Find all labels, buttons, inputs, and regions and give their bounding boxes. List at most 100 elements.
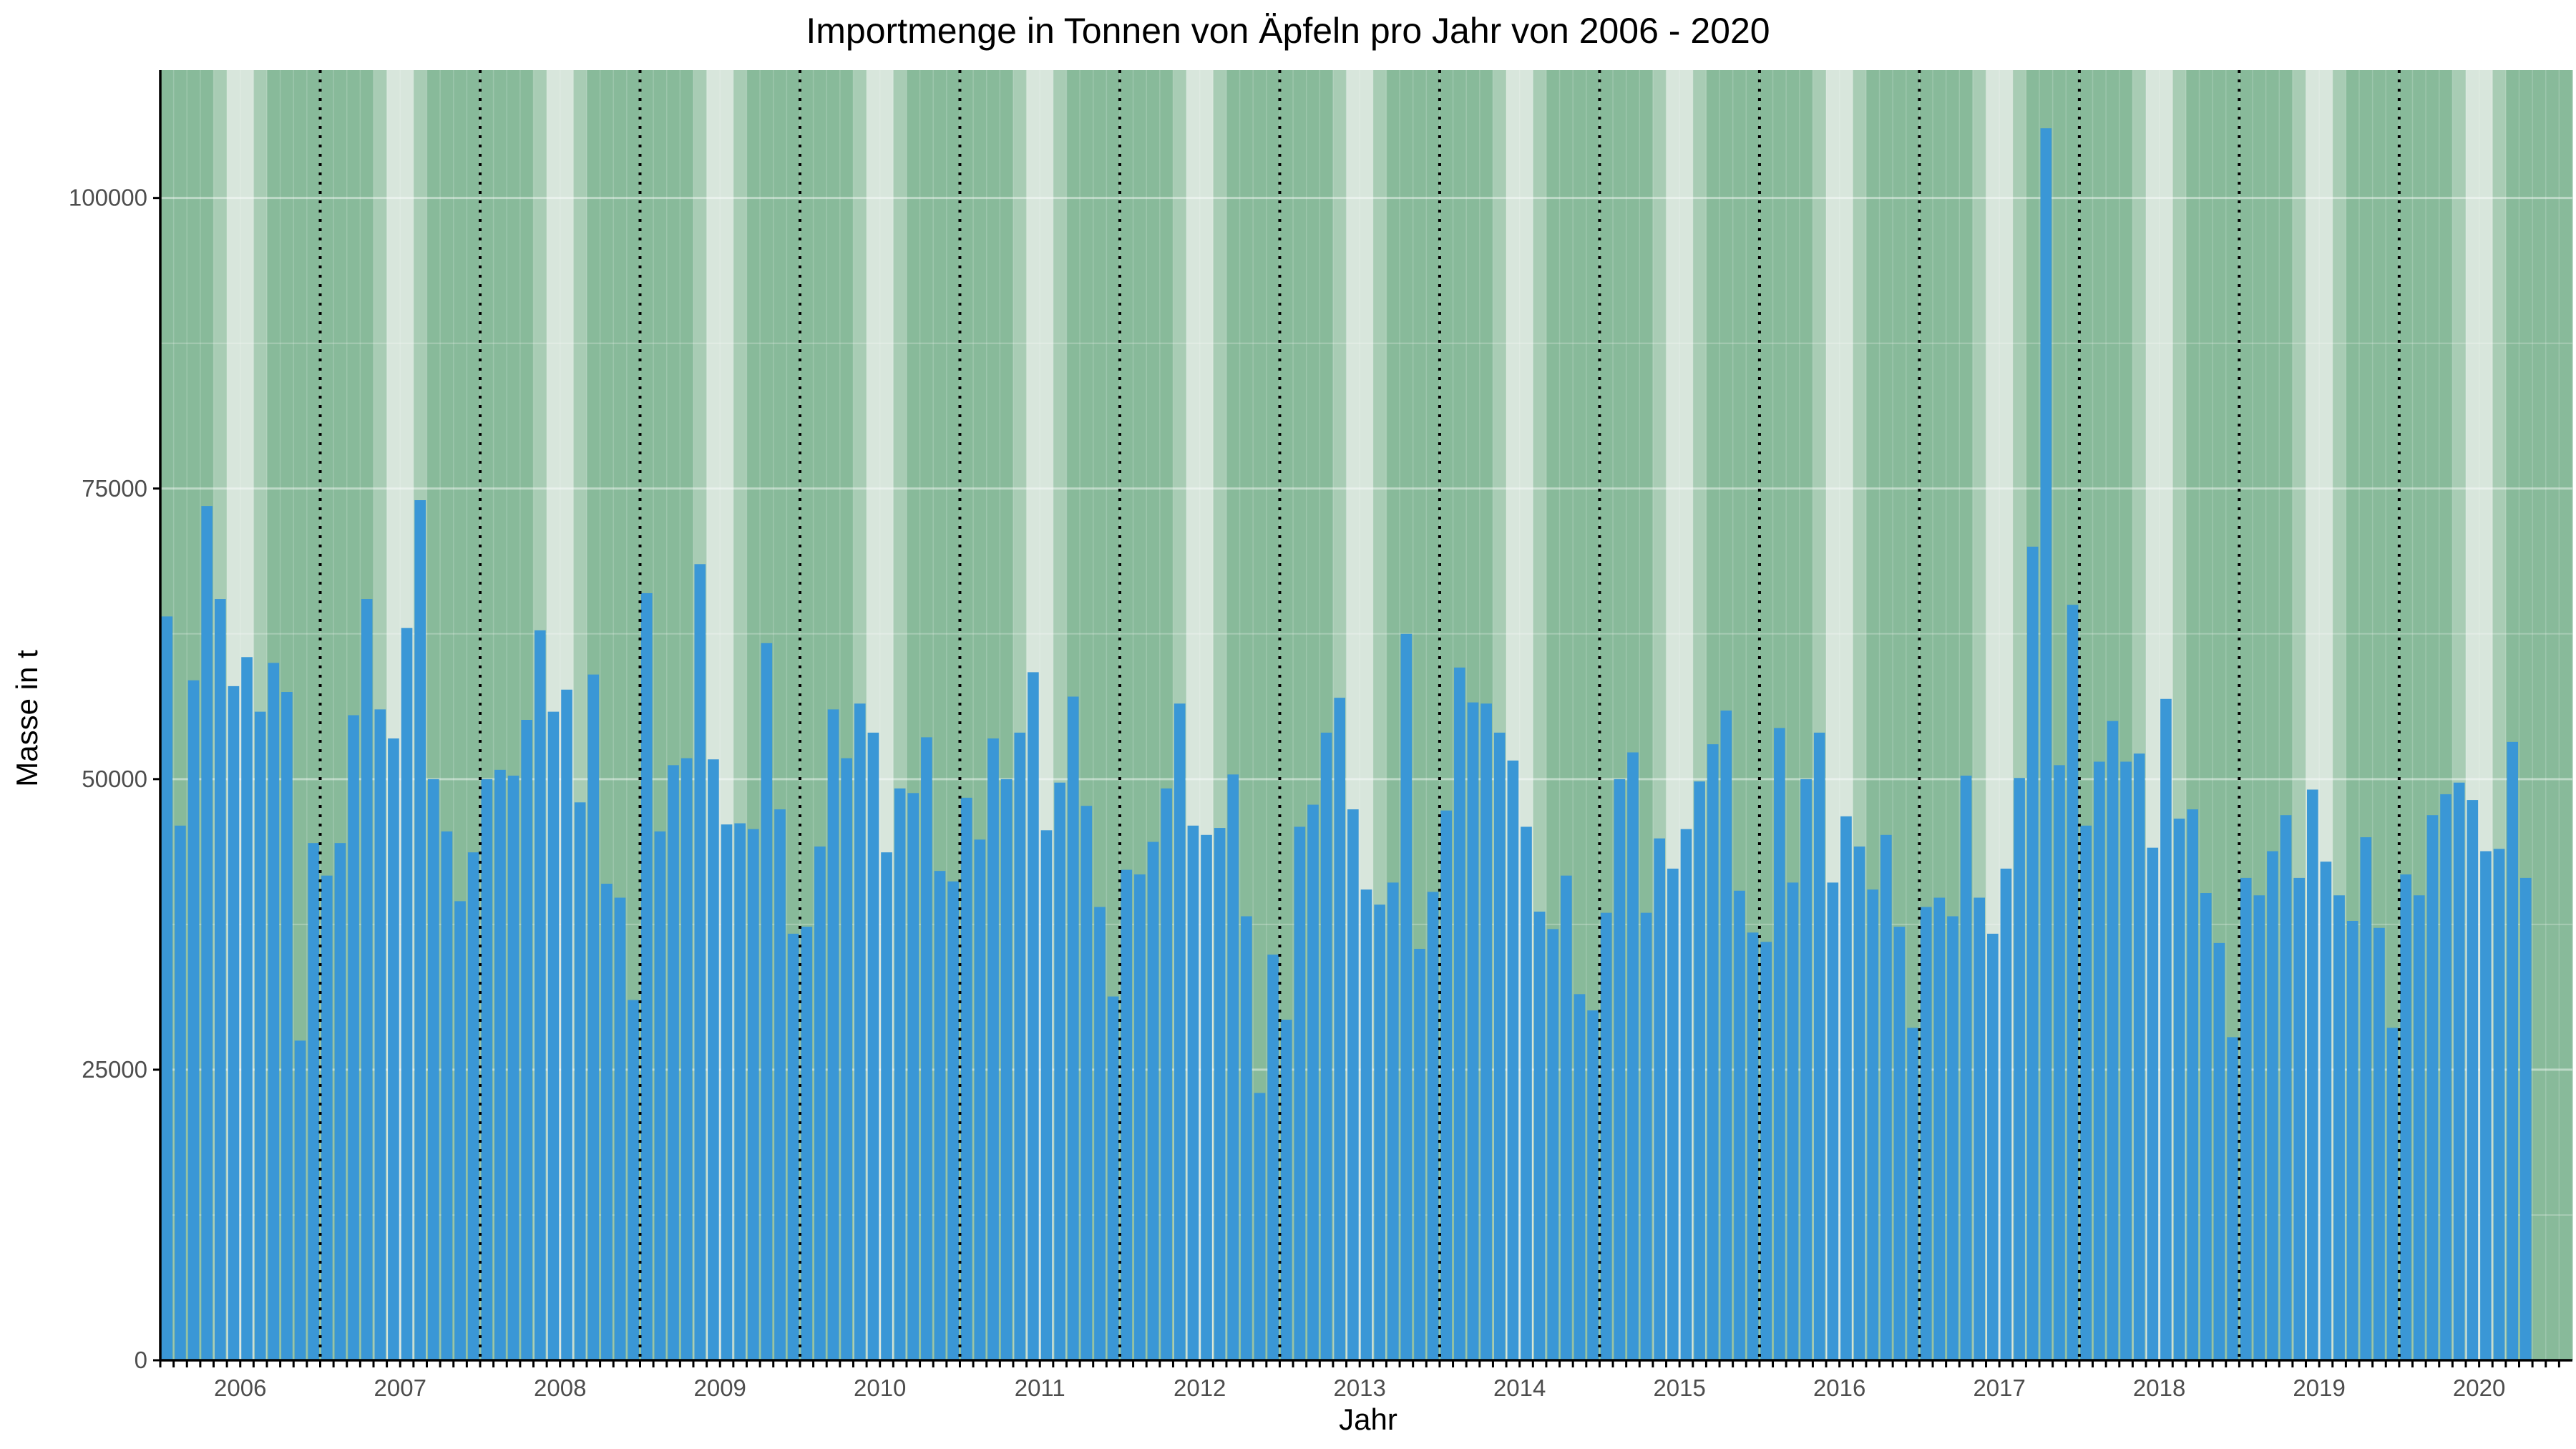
y-tick-label: 25000 [82,1056,147,1083]
panel-stripe [2559,70,2573,1360]
bar [388,738,399,1360]
bar [2320,862,2332,1360]
bar [1600,912,1612,1360]
bar [2307,789,2318,1360]
bar [708,759,719,1360]
bar [2213,942,2225,1360]
bar [414,500,426,1360]
chart-title: Importmenge in Tonnen von Äpfeln pro Jah… [806,11,1770,51]
bar [921,737,932,1360]
bar [867,732,879,1360]
bar [481,779,493,1360]
bar [1787,882,1799,1360]
bar [1054,782,1065,1360]
bar [201,506,213,1361]
bar [2360,837,2372,1360]
bar [2440,794,2451,1360]
bar [1880,834,1892,1360]
bar [1480,703,1492,1360]
bar [1627,752,1639,1360]
bar [2426,815,2439,1360]
x-tick-label: 2019 [2293,1375,2345,1401]
bar [827,709,839,1360]
bar [1360,889,1372,1360]
bar [521,719,532,1360]
bar [294,1040,306,1360]
bar [574,802,586,1360]
bar [1400,633,1413,1360]
bar [894,788,906,1360]
bar [1734,890,1745,1360]
bar [334,843,346,1360]
bar [761,643,773,1360]
bar [1094,907,1106,1360]
x-tick-label: 2017 [1973,1375,2025,1401]
bar [2094,761,2105,1360]
bar [1507,760,1519,1360]
bar [1640,912,1652,1360]
bar [1280,1020,1292,1360]
bar [960,797,972,1360]
bar [1080,806,1093,1360]
bar [1960,775,1972,1360]
bar [401,628,413,1360]
bar [2400,874,2412,1360]
bar [947,881,959,1360]
bar [1107,996,1119,1360]
bar [2507,741,2519,1360]
bar [2253,895,2265,1360]
bar [2453,782,2465,1360]
bar [1174,703,1186,1360]
bar [175,825,186,1360]
x-tick-label: 2020 [2453,1375,2505,1401]
bar [854,703,866,1360]
bar [1707,744,1719,1360]
bar [1574,994,1586,1360]
bar [1028,672,1039,1360]
bar [1907,1028,1918,1360]
bar [561,689,572,1360]
bar [321,875,333,1360]
bar [2080,825,2092,1360]
y-tick-label: 100000 [69,185,147,211]
bar [1654,838,1666,1360]
bar [2026,546,2039,1361]
bar [1334,698,1346,1360]
bar [254,711,266,1360]
bar [1974,897,1986,1360]
bar [1774,728,1785,1360]
bar [2480,851,2492,1360]
bar [2333,895,2345,1360]
bar [1521,826,1532,1360]
bar [694,564,706,1360]
bar [2187,809,2199,1360]
x-axis-title: Jahr [1339,1402,1397,1436]
bar [1533,912,1546,1360]
bar [2280,815,2292,1360]
bar [1241,916,1252,1360]
bar [2520,877,2532,1360]
bar-series [161,128,2532,1361]
x-tick-label: 2018 [2133,1375,2185,1401]
bar [1440,810,1453,1360]
bar [1374,904,1385,1360]
bar [1000,779,1013,1360]
bar [1840,816,1852,1360]
x-tick-label: 2006 [214,1375,266,1401]
axes [159,70,2572,1362]
x-tick-label: 2007 [374,1375,426,1401]
bar [2160,698,2172,1360]
x-axis-ticks: 2006 2007 2008 2009 2010 2011 2012 2013 2014 2015… [159,1360,2560,1401]
bar [2467,800,2479,1360]
bar [1187,825,1199,1360]
y-tick-label: 75000 [82,475,147,502]
x-tick-label: 2013 [1333,1375,1385,1401]
bar [2000,868,2012,1360]
bar [587,674,600,1360]
x-tick-label: 2009 [694,1375,746,1401]
bar [628,1000,639,1360]
bar [1680,829,1692,1360]
bar [640,592,653,1360]
bar [1747,932,1759,1360]
